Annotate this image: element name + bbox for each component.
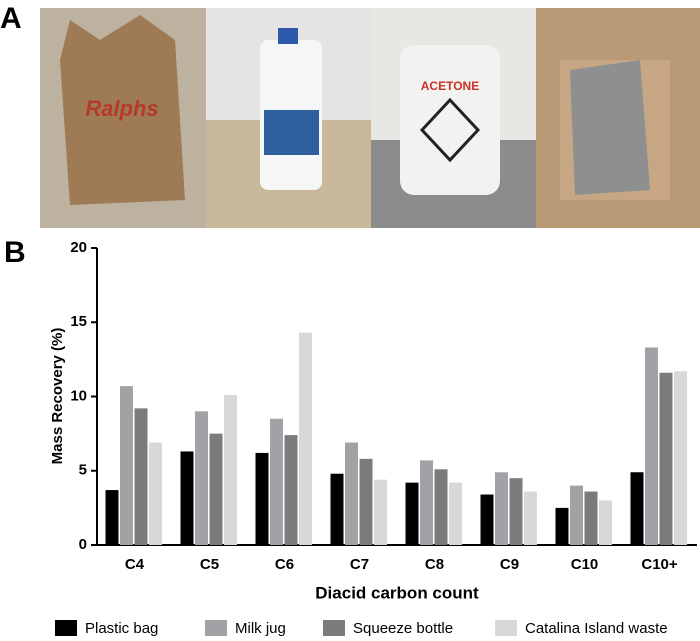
legend-swatch — [205, 620, 227, 636]
photo-bag: Ralphs — [40, 8, 206, 228]
x-tick-label: C9 — [500, 556, 519, 573]
x-tick-label: C6 — [275, 556, 294, 573]
photo-acetone: ACETONE — [371, 8, 536, 228]
y-tick-label: 15 — [70, 313, 87, 330]
bar — [284, 435, 298, 545]
bar — [299, 332, 312, 545]
bar — [659, 372, 673, 545]
bar — [645, 347, 658, 545]
bar — [599, 500, 612, 545]
x-tick-label: C10 — [571, 556, 599, 573]
bar — [570, 485, 583, 545]
bar — [405, 482, 419, 545]
legend-label: Catalina Island waste — [525, 620, 668, 637]
bar — [480, 494, 494, 545]
legend-label: Plastic bag — [85, 620, 158, 637]
bar — [584, 491, 598, 545]
x-tick-label: C5 — [200, 556, 219, 573]
legend-swatch — [495, 620, 517, 636]
bar — [330, 473, 344, 545]
bar — [180, 451, 194, 545]
bar — [195, 411, 208, 545]
y-tick-label: 0 — [79, 536, 87, 553]
bar — [270, 418, 283, 545]
bar — [674, 371, 687, 545]
legend-label: Milk jug — [235, 620, 286, 637]
photo-jug — [206, 8, 371, 228]
bar — [134, 408, 148, 545]
y-axis-title: Mass Recovery (%) — [49, 328, 66, 465]
y-tick-label: 10 — [70, 387, 87, 404]
bar — [555, 507, 569, 545]
bar — [509, 478, 523, 545]
legend-swatch — [323, 620, 345, 636]
x-tick-label: C10+ — [641, 556, 678, 573]
photo-box — [536, 8, 700, 228]
bar — [105, 490, 119, 545]
bar — [495, 472, 508, 545]
panel-label: A — [0, 2, 22, 35]
x-tick-label: C4 — [125, 556, 145, 573]
bar — [345, 442, 358, 545]
bar — [120, 386, 133, 545]
bar — [209, 433, 223, 545]
bar — [149, 442, 162, 545]
bar — [224, 395, 237, 545]
x-tick-label: C7 — [350, 556, 369, 573]
panel-label: B — [4, 236, 26, 269]
legend-label: Squeeze bottle — [353, 620, 453, 637]
bar — [374, 479, 387, 545]
bottle-text: ACETONE — [421, 79, 479, 93]
y-tick-label: 5 — [79, 462, 87, 479]
bar — [434, 469, 448, 545]
bar — [420, 460, 433, 545]
bar — [449, 482, 462, 545]
y-tick-label: 20 — [70, 239, 87, 256]
bar — [630, 472, 644, 545]
x-axis-title: Diacid carbon count — [315, 583, 479, 602]
bag-text: Ralphs — [85, 96, 158, 121]
bar — [255, 452, 269, 545]
bar — [359, 458, 373, 545]
x-tick-label: C8 — [425, 556, 444, 573]
legend-swatch — [55, 620, 77, 636]
bar — [524, 491, 537, 545]
